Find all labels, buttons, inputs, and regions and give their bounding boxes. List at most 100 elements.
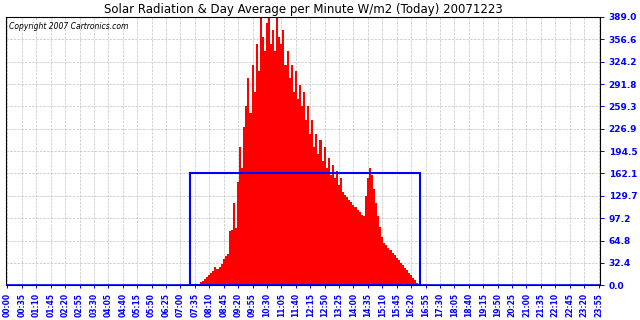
Bar	[260, 17, 262, 285]
Bar	[287, 51, 289, 285]
Text: Copyright 2007 Cartronics.com: Copyright 2007 Cartronics.com	[10, 22, 129, 31]
Bar	[248, 78, 250, 285]
Bar	[291, 65, 292, 285]
Bar	[363, 216, 365, 285]
Bar	[396, 258, 397, 285]
Bar	[239, 147, 241, 285]
Bar	[297, 99, 299, 285]
Bar	[268, 17, 270, 285]
Bar	[324, 147, 326, 285]
Bar	[353, 205, 355, 285]
Bar	[340, 178, 342, 285]
Title: Solar Radiation & Day Average per Minute W/m2 (Today) 20071223: Solar Radiation & Day Average per Minute…	[104, 3, 502, 16]
Bar	[344, 195, 346, 285]
Bar	[369, 168, 371, 285]
Bar	[206, 277, 208, 285]
Bar	[319, 140, 321, 285]
Bar	[198, 284, 200, 285]
Bar	[250, 113, 252, 285]
Bar	[367, 178, 369, 285]
Bar	[253, 92, 255, 285]
Bar	[223, 259, 225, 285]
Bar	[274, 51, 276, 285]
Bar	[262, 37, 264, 285]
Bar	[361, 215, 363, 285]
Bar	[189, 173, 420, 285]
Bar	[208, 275, 211, 285]
Bar	[212, 271, 214, 285]
Bar	[334, 178, 336, 285]
Bar	[272, 30, 274, 285]
Bar	[408, 273, 410, 285]
Bar	[243, 127, 245, 285]
Bar	[289, 78, 291, 285]
Bar	[314, 147, 316, 285]
Bar	[276, 17, 278, 285]
Bar	[332, 164, 334, 285]
Bar	[301, 106, 303, 285]
Bar	[252, 65, 253, 285]
Bar	[336, 172, 338, 285]
Bar	[202, 281, 204, 285]
Bar	[321, 161, 324, 285]
Bar	[216, 269, 218, 285]
Bar	[255, 44, 258, 285]
Bar	[231, 230, 233, 285]
Bar	[377, 216, 379, 285]
Bar	[218, 267, 221, 285]
Bar	[241, 168, 243, 285]
Bar	[266, 23, 268, 285]
Bar	[348, 200, 350, 285]
Bar	[317, 154, 319, 285]
Bar	[410, 275, 412, 285]
Bar	[305, 120, 307, 285]
Bar	[387, 248, 390, 285]
Bar	[383, 243, 385, 285]
Bar	[282, 30, 284, 285]
Bar	[350, 202, 353, 285]
Bar	[400, 263, 402, 285]
Bar	[338, 185, 340, 285]
Bar	[264, 51, 266, 285]
Bar	[394, 255, 396, 285]
Bar	[358, 212, 361, 285]
Bar	[328, 158, 330, 285]
Bar	[373, 189, 375, 285]
Bar	[316, 133, 317, 285]
Bar	[278, 37, 280, 285]
Bar	[225, 256, 227, 285]
Bar	[284, 65, 287, 285]
Bar	[371, 175, 373, 285]
Bar	[258, 71, 260, 285]
Bar	[404, 268, 406, 285]
Bar	[311, 120, 314, 285]
Bar	[280, 44, 282, 285]
Bar	[414, 280, 416, 285]
Bar	[397, 260, 400, 285]
Bar	[204, 278, 206, 285]
Bar	[355, 207, 356, 285]
Bar	[416, 283, 419, 285]
Bar	[235, 228, 237, 285]
Bar	[221, 264, 223, 285]
Bar	[303, 92, 305, 285]
Bar	[392, 252, 394, 285]
Bar	[211, 273, 212, 285]
Bar	[307, 106, 309, 285]
Bar	[270, 44, 272, 285]
Bar	[227, 254, 229, 285]
Bar	[214, 268, 216, 285]
Bar	[330, 175, 332, 285]
Bar	[229, 231, 231, 285]
Bar	[365, 196, 367, 285]
Bar	[390, 250, 392, 285]
Bar	[346, 197, 348, 285]
Bar	[356, 210, 358, 285]
Bar	[385, 245, 387, 285]
Bar	[200, 282, 202, 285]
Bar	[379, 227, 381, 285]
Bar	[245, 106, 248, 285]
Bar	[402, 265, 404, 285]
Bar	[342, 192, 344, 285]
Bar	[299, 85, 301, 285]
